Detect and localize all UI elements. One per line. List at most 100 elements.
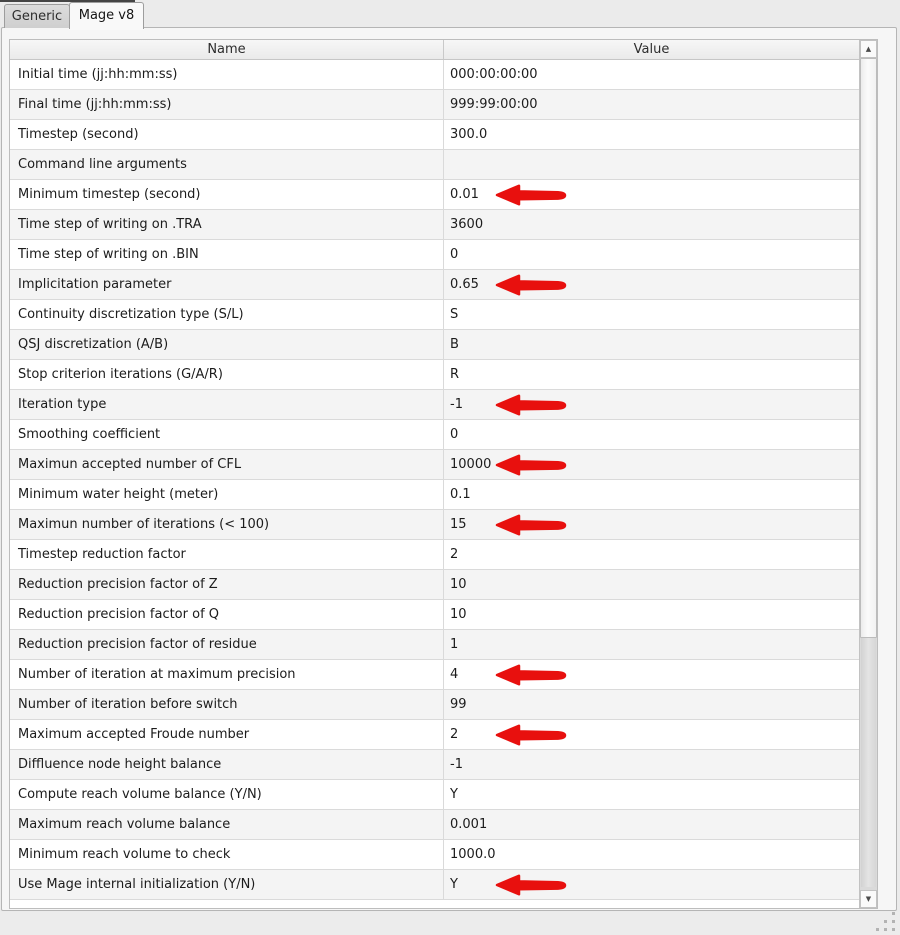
row-name: Initial time (jj:hh:mm:ss): [10, 60, 444, 89]
row-value-cell[interactable]: [444, 150, 859, 179]
scrollbar-trough[interactable]: [861, 638, 876, 887]
row-value-cell[interactable]: 0.001: [444, 810, 859, 839]
table-row[interactable]: Reduction precision factor of Z 10: [10, 570, 859, 600]
table-row[interactable]: Diffluence node height balance -1: [10, 750, 859, 780]
status-bar: [0, 912, 900, 935]
row-value-cell[interactable]: 0: [444, 240, 859, 269]
row-name: QSJ discretization (A/B): [10, 330, 444, 359]
row-value-cell[interactable]: S: [444, 300, 859, 329]
table-row[interactable]: Reduction precision factor of residue 1: [10, 630, 859, 660]
table-body: Initial time (jj:hh:mm:ss) 000:00:00:00 …: [10, 60, 859, 908]
row-value: 999:99:00:00: [450, 97, 538, 112]
table-row[interactable]: Command line arguments: [10, 150, 859, 180]
row-value-cell[interactable]: 2: [444, 720, 859, 749]
table-row[interactable]: QSJ discretization (A/B) B: [10, 330, 859, 360]
red-arrow-annotation-icon: [494, 874, 570, 896]
table-row[interactable]: Time step of writing on .BIN 0: [10, 240, 859, 270]
table-row[interactable]: Minimum timestep (second) 0.01: [10, 180, 859, 210]
table-row[interactable]: Maximun accepted number of CFL 10000: [10, 450, 859, 480]
row-value-cell[interactable]: R: [444, 360, 859, 389]
row-name: Stop criterion iterations (G/A/R): [10, 360, 444, 389]
row-value-cell[interactable]: 10: [444, 570, 859, 599]
row-value-cell[interactable]: 0.01: [444, 180, 859, 209]
row-name: Number of iteration before switch: [10, 690, 444, 719]
scroll-down-icon: ▼: [865, 895, 872, 903]
row-name: Diffluence node height balance: [10, 750, 444, 779]
row-value-cell[interactable]: 99: [444, 690, 859, 719]
row-value-cell[interactable]: 300.0: [444, 120, 859, 149]
row-value-cell[interactable]: 10: [444, 600, 859, 629]
row-name: Timestep (second): [10, 120, 444, 149]
table-row-partial: [10, 899, 859, 908]
vertical-scrollbar[interactable]: ▲ ▼: [859, 40, 877, 908]
row-value: 4: [450, 667, 459, 682]
table-row[interactable]: Smoothing coefficient 0: [10, 420, 859, 450]
row-value-cell[interactable]: 3600: [444, 210, 859, 239]
row-value-cell[interactable]: 1000.0: [444, 840, 859, 869]
row-value: 0.01: [450, 187, 479, 202]
row-name: Minimum timestep (second): [10, 180, 444, 209]
row-value: 99: [450, 697, 467, 712]
row-value: 10000: [450, 457, 492, 472]
table-row[interactable]: Reduction precision factor of Q 10: [10, 600, 859, 630]
table-row[interactable]: Maximum reach volume balance 0.001: [10, 810, 859, 840]
row-value-cell[interactable]: 0: [444, 420, 859, 449]
row-name: Iteration type: [10, 390, 444, 419]
tab-bar: Generic Mage v8: [0, 0, 900, 29]
row-value: Y: [450, 787, 458, 802]
table-row[interactable]: Number of iteration before switch 99: [10, 690, 859, 720]
row-name: Time step of writing on .BIN: [10, 240, 444, 269]
table-row[interactable]: Maximum accepted Froude number 2: [10, 720, 859, 750]
row-value: 10: [450, 607, 467, 622]
row-value-cell[interactable]: B: [444, 330, 859, 359]
row-value: 0.001: [450, 817, 488, 832]
row-value-cell[interactable]: -1: [444, 750, 859, 779]
row-value: 1: [450, 637, 459, 652]
row-name: Maximun number of iterations (< 100): [10, 510, 444, 539]
row-value-cell[interactable]: 2: [444, 540, 859, 569]
row-value: 3600: [450, 217, 484, 232]
scroll-down-button[interactable]: ▼: [860, 890, 877, 908]
tab-mage-v8[interactable]: Mage v8: [69, 2, 144, 29]
table-row[interactable]: Continuity discretization type (S/L) S: [10, 300, 859, 330]
table-row[interactable]: Initial time (jj:hh:mm:ss) 000:00:00:00: [10, 60, 859, 90]
row-value-cell[interactable]: 0.1: [444, 480, 859, 509]
scroll-up-icon: ▲: [865, 45, 872, 53]
table-row[interactable]: Use Mage internal initialization (Y/N) Y: [10, 870, 859, 900]
table-row[interactable]: Minimum reach volume to check 1000.0: [10, 840, 859, 870]
table-row[interactable]: Timestep reduction factor 2: [10, 540, 859, 570]
column-header-value[interactable]: Value: [633, 42, 670, 57]
row-value-cell[interactable]: Y: [444, 870, 859, 899]
resize-grip-icon[interactable]: [872, 911, 898, 933]
row-value-cell[interactable]: 10000: [444, 450, 859, 479]
table-row[interactable]: Time step of writing on .TRA 3600: [10, 210, 859, 240]
table-row[interactable]: Maximun number of iterations (< 100) 15: [10, 510, 859, 540]
row-value-cell[interactable]: 000:00:00:00: [444, 60, 859, 89]
table-row[interactable]: Stop criterion iterations (G/A/R) R: [10, 360, 859, 390]
row-value-cell[interactable]: -1: [444, 390, 859, 419]
row-name: Smoothing coefficient: [10, 420, 444, 449]
table-row[interactable]: Iteration type -1: [10, 390, 859, 420]
row-value-cell[interactable]: 4: [444, 660, 859, 689]
tab-generic[interactable]: Generic: [4, 4, 70, 28]
table-row[interactable]: Implicitation parameter 0.65: [10, 270, 859, 300]
table-row[interactable]: Timestep (second) 300.0: [10, 120, 859, 150]
row-value-cell[interactable]: Y: [444, 780, 859, 809]
table-row[interactable]: Minimum water height (meter) 0.1: [10, 480, 859, 510]
row-value-cell[interactable]: 0.65: [444, 270, 859, 299]
row-value: 0.1: [450, 487, 471, 502]
red-arrow-annotation-icon: [494, 394, 570, 416]
scrollbar-thumb[interactable]: [860, 58, 877, 638]
table-row[interactable]: Final time (jj:hh:mm:ss) 999:99:00:00: [10, 90, 859, 120]
row-name: Maximum accepted Froude number: [10, 720, 444, 749]
row-value-cell[interactable]: 15: [444, 510, 859, 539]
table-row[interactable]: Number of iteration at maximum precision…: [10, 660, 859, 690]
row-value-cell[interactable]: 999:99:00:00: [444, 90, 859, 119]
table-row[interactable]: Compute reach volume balance (Y/N) Y: [10, 780, 859, 810]
row-name: Maximun accepted number of CFL: [10, 450, 444, 479]
scroll-up-button[interactable]: ▲: [860, 40, 877, 58]
column-header-name[interactable]: Name: [10, 40, 444, 59]
row-value-cell[interactable]: 1: [444, 630, 859, 659]
row-name: Reduction precision factor of Q: [10, 600, 444, 629]
row-value: 300.0: [450, 127, 488, 142]
